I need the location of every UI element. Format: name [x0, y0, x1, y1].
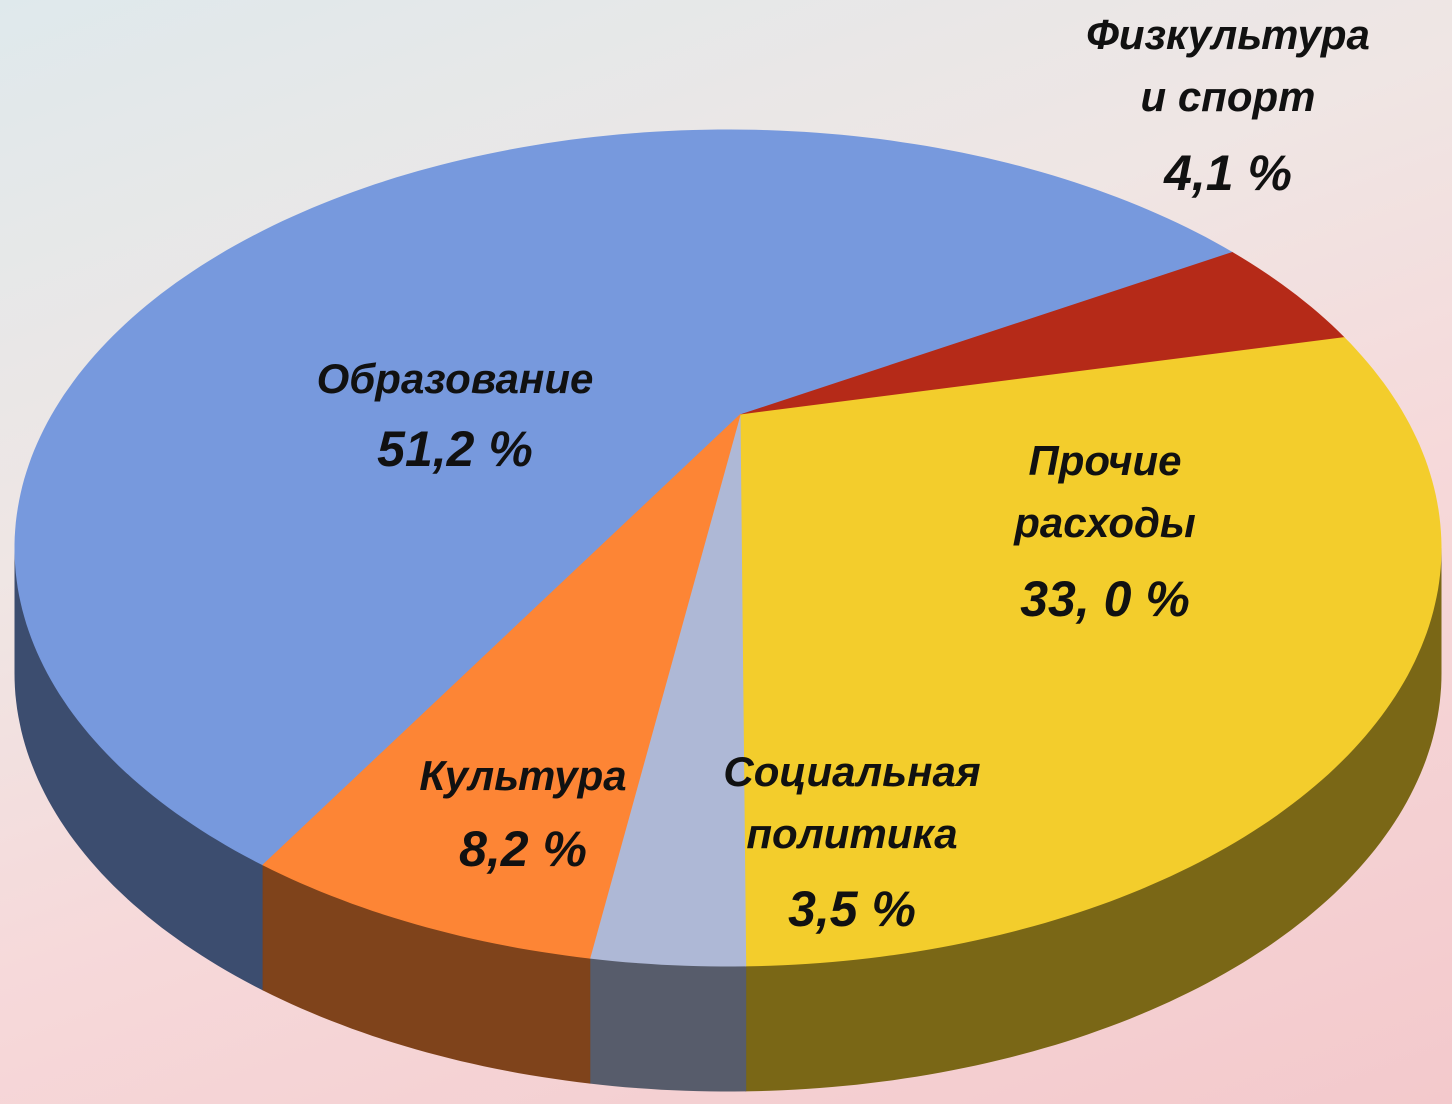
pie-slice	[739, 337, 1442, 967]
category-label: Физкультура и спорт	[1086, 11, 1370, 120]
pie-slice	[262, 413, 741, 959]
value-label: 33, 0 %	[1020, 571, 1190, 627]
category-label: Образование	[316, 355, 594, 402]
pie-slice	[739, 251, 1346, 416]
pie-slice	[589, 414, 747, 967]
value-label: 8,2 %	[459, 821, 587, 877]
pie-side	[589, 957, 747, 1092]
value-label: 51,2 %	[377, 421, 533, 477]
value-label: 4,1 %	[1164, 145, 1292, 201]
category-label: Культура	[419, 752, 627, 799]
pie-slice	[14, 129, 1234, 866]
category-label: Прочие расходы	[1014, 437, 1196, 546]
value-label: 3,5 %	[788, 881, 916, 937]
category-label: Социальная политика	[723, 748, 981, 857]
